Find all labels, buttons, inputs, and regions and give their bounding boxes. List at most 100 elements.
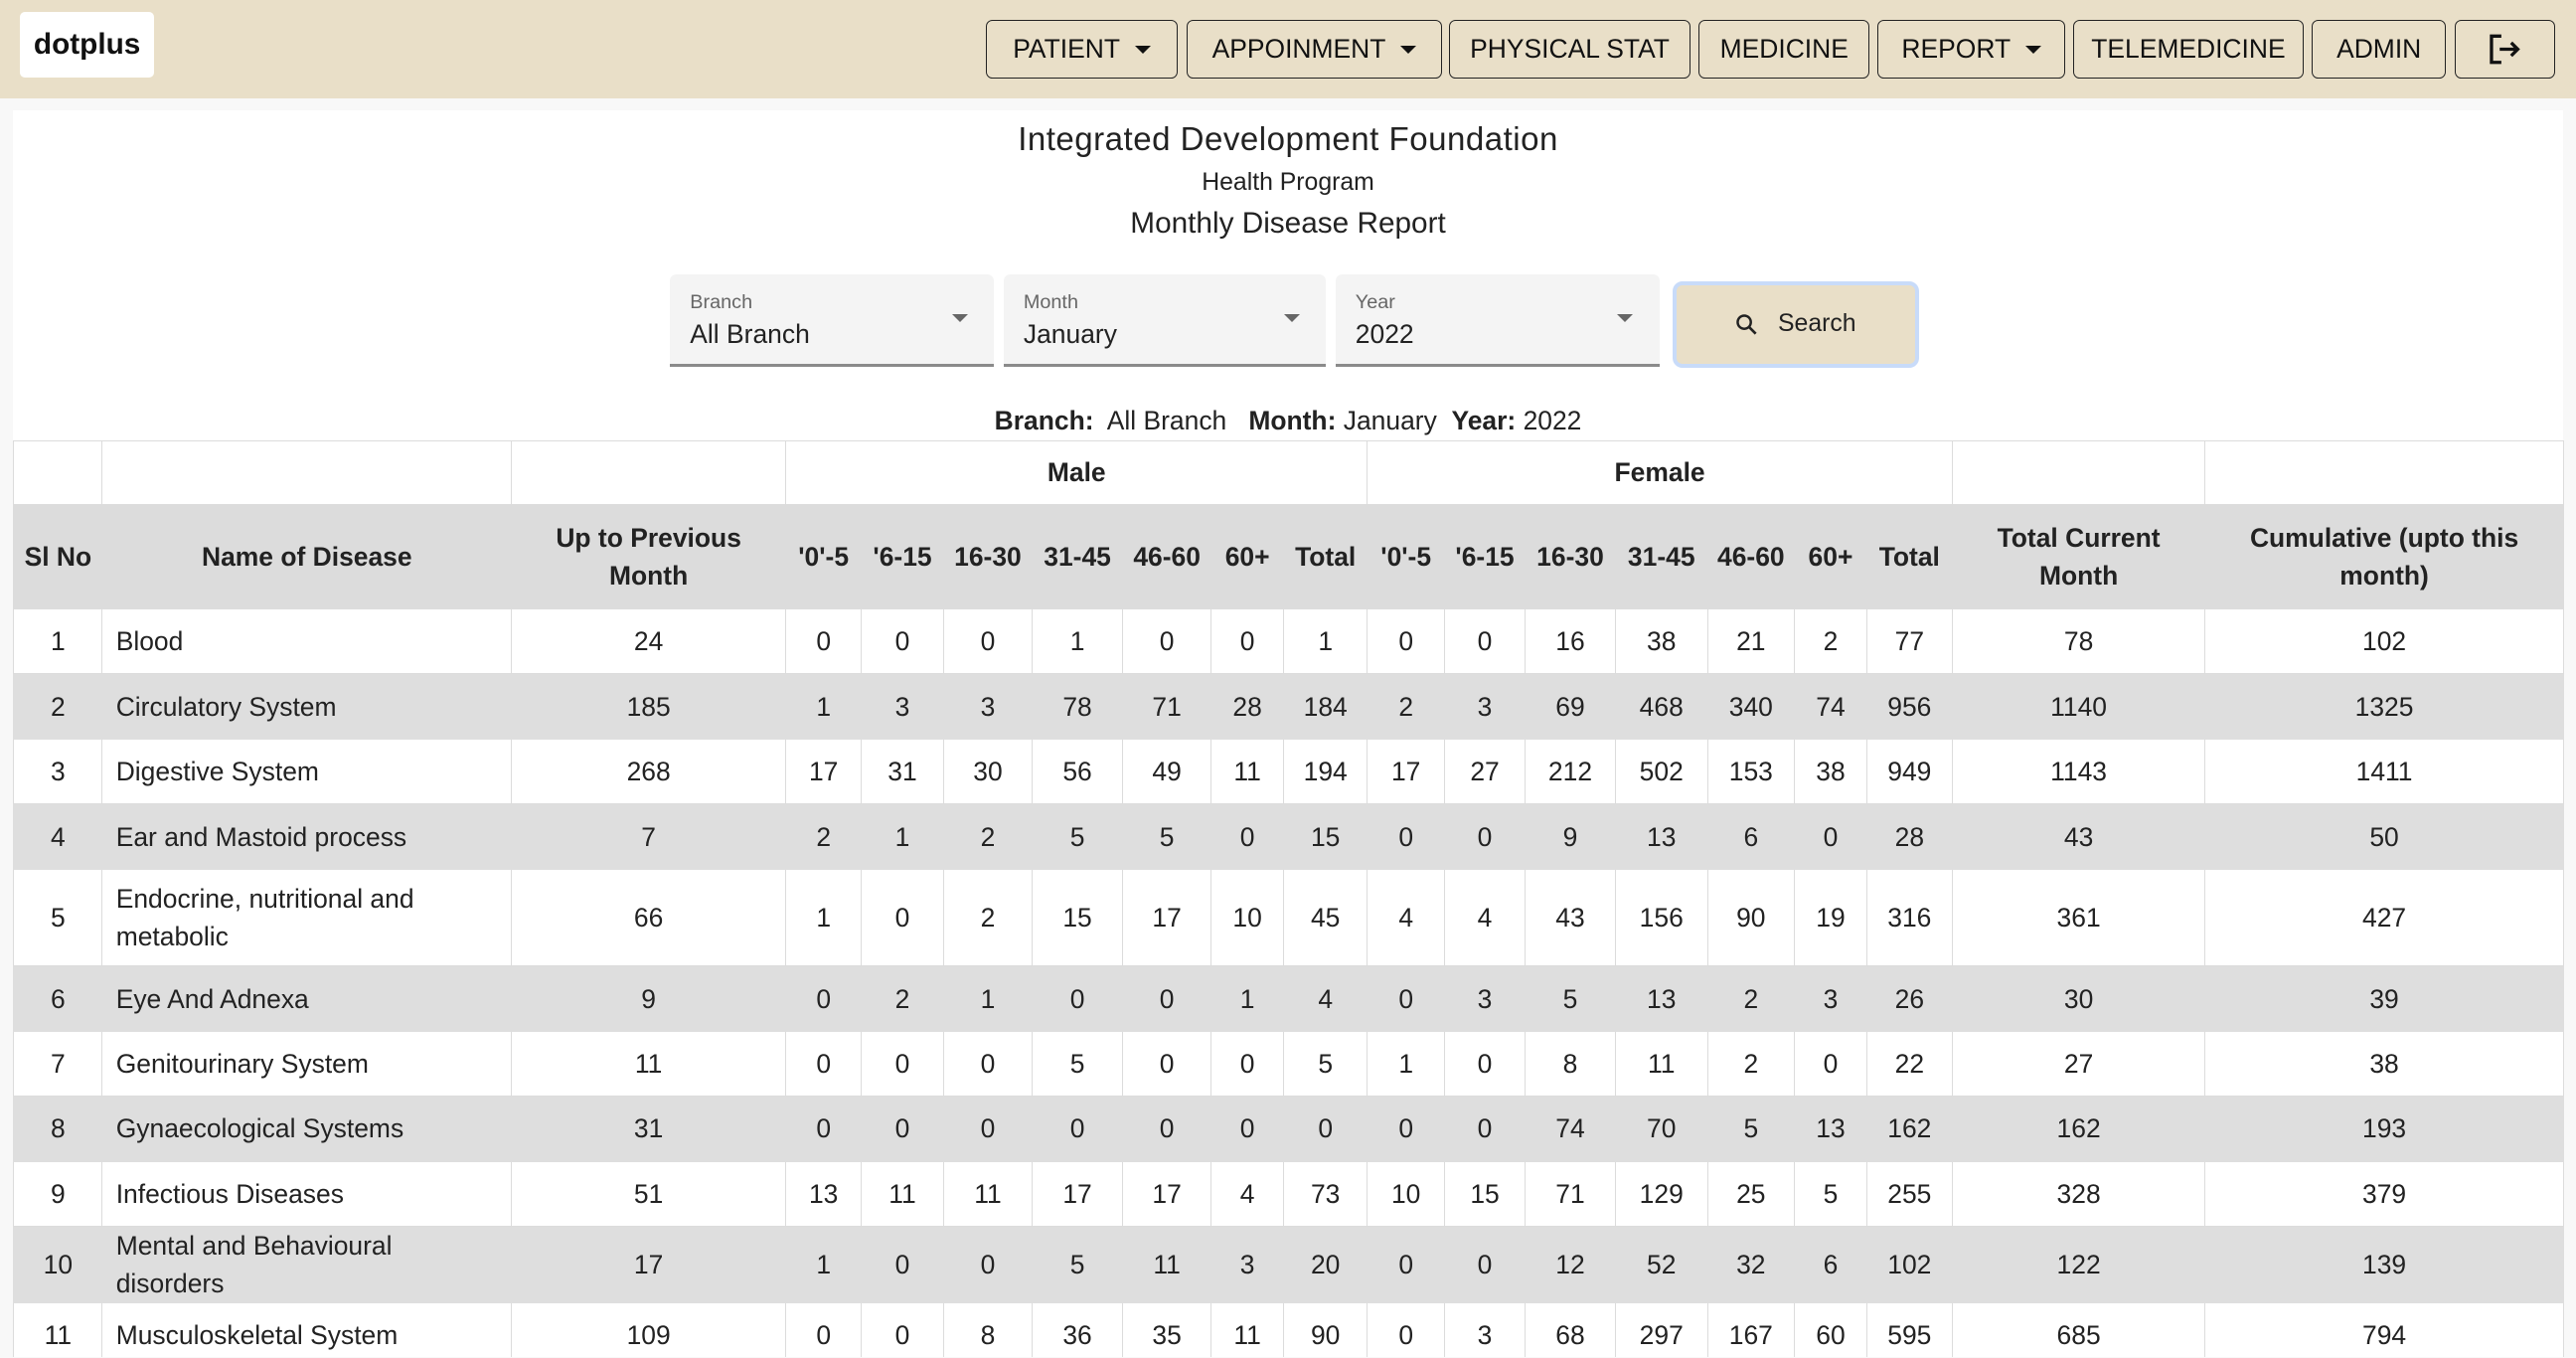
logo[interactable]: dotplus [19, 11, 155, 78]
cell-value: 28 [1210, 673, 1284, 740]
cell-value: 3 [1444, 673, 1527, 740]
column-header: 60+ [1210, 503, 1284, 609]
cell-value: 7 [511, 803, 787, 870]
cell-value: 139 [2204, 1226, 2564, 1304]
cell-value: 17 [1122, 1160, 1212, 1228]
nav-appoinment[interactable]: APPOINMENT [1186, 19, 1443, 80]
cell-value: 0 [785, 1030, 863, 1098]
cell-value: 956 [1865, 673, 1953, 740]
cell-value: 22 [1865, 1030, 1953, 1098]
cell-value: 156 [1614, 868, 1708, 967]
nav-label: APPOINMENT [1211, 34, 1386, 65]
column-header: 16-30 [1525, 503, 1616, 609]
cell-value: 340 [1706, 673, 1796, 740]
cell-value: 2 [1367, 673, 1446, 740]
cell-value: 11 [942, 1160, 1034, 1228]
cell-value: 0 [1032, 965, 1123, 1032]
nav-admin[interactable]: ADMIN [2311, 19, 2447, 80]
cell-value: 685 [1951, 1302, 2206, 1358]
cell-value: 102 [2204, 607, 2564, 675]
logout-button[interactable] [2454, 19, 2555, 80]
cell-value: 27 [1444, 738, 1527, 805]
cell-value: 1 [1367, 1030, 1446, 1098]
cell-value: 5 [1032, 803, 1123, 870]
branch-select[interactable]: Branch All Branch [670, 274, 995, 367]
cell-value: 0 [942, 607, 1034, 675]
nav-report[interactable]: REPORT [1877, 19, 2065, 80]
cell-value: 1411 [2204, 738, 2564, 805]
cell-disease-name: Genitourinary System [101, 1030, 513, 1098]
search-button[interactable]: Search [1672, 280, 1919, 369]
cell-value: 0 [1444, 803, 1527, 870]
column-header: '0'-5 [1367, 503, 1446, 609]
dropdown-arrow-icon [1617, 313, 1634, 322]
cell-value: 5 [1032, 1030, 1123, 1098]
cell-value: 1 [1210, 965, 1284, 1032]
cell-value: 3 [1794, 965, 1867, 1032]
nav-patient[interactable]: PATIENT [985, 19, 1179, 80]
cell-value: 13 [1614, 965, 1708, 1032]
cell-value: 0 [861, 607, 944, 675]
month-select[interactable]: Month January [1004, 274, 1327, 367]
cell-value: 52 [1614, 1226, 1708, 1304]
cell-value: 0 [861, 1030, 944, 1098]
cell-value: 1 [1032, 607, 1123, 675]
cell-value: 51 [511, 1160, 787, 1228]
cell-value: 5 [1122, 803, 1212, 870]
cell-value: 0 [1367, 965, 1446, 1032]
cell-value: 27 [1951, 1030, 2206, 1098]
table-row: 11 Musculoskeletal System 109 0 0 8 36 35 11 90 0 3… [13, 1302, 2564, 1358]
cell-value: 379 [2204, 1160, 2564, 1228]
nav-physical-stat[interactable]: PHYSICAL STAT [1449, 19, 1691, 80]
table-row: 5 Endocrine, nutritional and metabolic 66 1… [13, 868, 2564, 967]
cell-value: 427 [2204, 868, 2564, 967]
cell-value: 0 [1122, 1096, 1212, 1162]
nav-label: TELEMEDICINE [2091, 34, 2286, 65]
dropdown-arrow-icon [951, 313, 968, 322]
dropdown-arrow-icon [1283, 313, 1300, 322]
branch-value: All Branch [690, 318, 810, 349]
cell-value: 2 [942, 803, 1034, 870]
table-row: 10 Mental and Behavioural disorders 17 1 0 0 5… [13, 1226, 2564, 1304]
column-header: 60+ [1794, 503, 1867, 609]
cell-value: 11 [1122, 1226, 1212, 1304]
cell-value: 794 [2204, 1302, 2564, 1358]
cell-value: 11 [1614, 1030, 1708, 1098]
cell-value: 1143 [1951, 738, 2206, 805]
cell-serial: 4 [13, 803, 103, 870]
column-header: Name of Disease [101, 503, 513, 609]
cell-value: 20 [1282, 1226, 1368, 1304]
year-select[interactable]: Year 2022 [1335, 274, 1660, 367]
nav-medicine[interactable]: MEDICINE [1698, 19, 1870, 80]
cell-value: 74 [1794, 673, 1867, 740]
cell-value: 17 [511, 1226, 787, 1304]
cell-value: 361 [1951, 868, 2206, 967]
cell-value: 15 [1444, 1160, 1527, 1228]
cell-value: 28 [1865, 803, 1953, 870]
cell-value: 5 [1706, 1096, 1796, 1162]
nav-telemedicine[interactable]: TELEMEDICINE [2073, 19, 2304, 80]
program-name: Health Program [1202, 169, 1374, 197]
table-row: 8 Gynaecological Systems 31 0 0 0 0 0 0 0 0 0 74 70 5 1… [13, 1096, 2564, 1162]
summary-month: January [1343, 406, 1437, 436]
nav-label: PHYSICAL STAT [1470, 34, 1670, 65]
cell-value: 0 [1367, 1096, 1446, 1162]
cell-value: 9 [1525, 803, 1616, 870]
cell-value: 11 [511, 1030, 787, 1098]
cell-disease-name: Blood [101, 607, 513, 675]
report-title: Monthly Disease Report [1130, 207, 1446, 241]
cell-value: 25 [1706, 1160, 1796, 1228]
cell-value: 13 [1614, 803, 1708, 870]
cell-value: 49 [1122, 738, 1212, 805]
nav-label: ADMIN [2336, 34, 2422, 65]
cell-value: 30 [1951, 965, 2206, 1032]
cell-value: 1 [785, 673, 863, 740]
group-header-row: Male Female [13, 440, 2564, 505]
cell-value: 43 [1525, 868, 1616, 967]
cell-serial: 9 [13, 1160, 103, 1228]
cell-value: 949 [1865, 738, 1953, 805]
cell-value: 1 [942, 965, 1034, 1032]
cell-value: 1140 [1951, 673, 2206, 740]
cell-value: 10 [1210, 868, 1284, 967]
